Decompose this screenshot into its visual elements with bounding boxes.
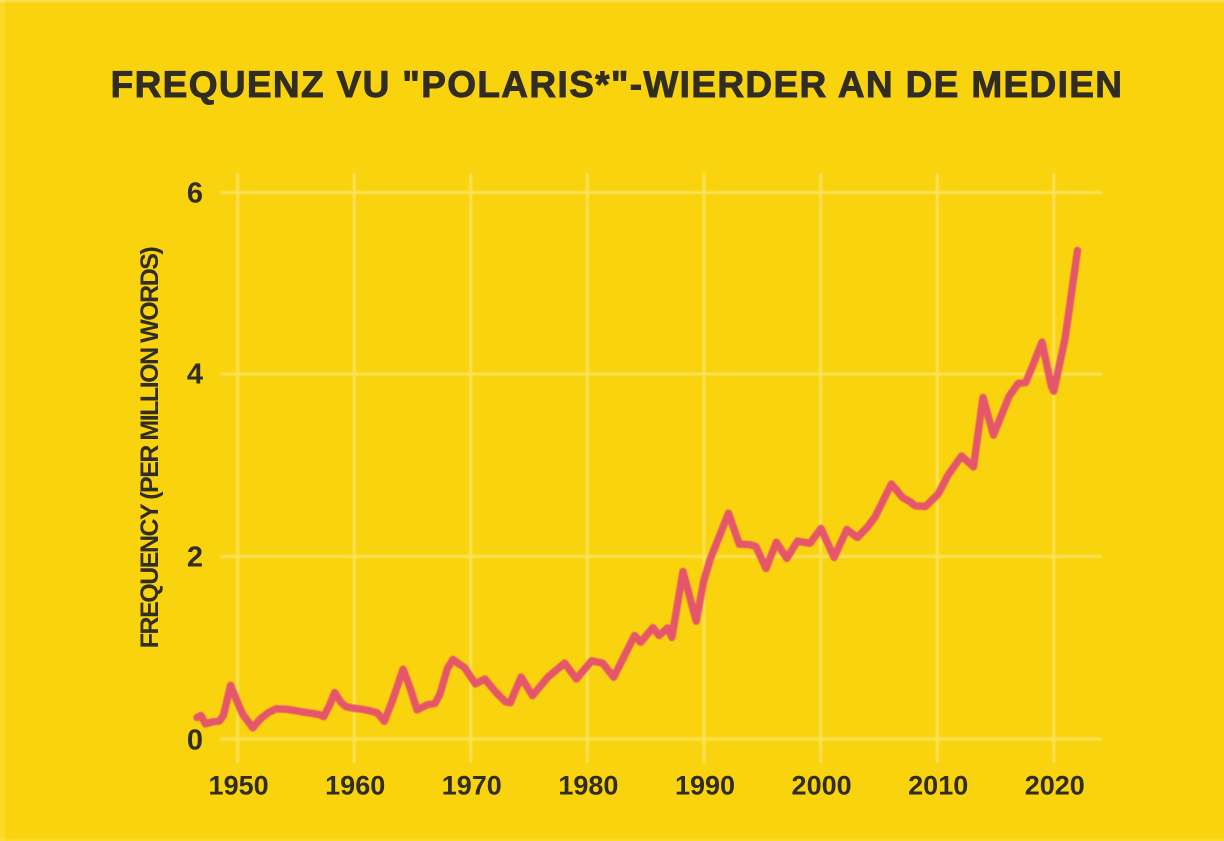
svg-text:1980: 1980 [558, 771, 618, 801]
svg-text:1950: 1950 [209, 771, 269, 801]
svg-text:2000: 2000 [792, 771, 852, 801]
svg-text:6: 6 [187, 178, 203, 210]
svg-text:0: 0 [187, 725, 203, 757]
svg-text:1990: 1990 [675, 771, 735, 801]
svg-text:4: 4 [187, 359, 203, 391]
svg-text:2010: 2010 [908, 771, 968, 801]
svg-text:2020: 2020 [1025, 771, 1085, 801]
svg-text:2: 2 [187, 542, 203, 574]
svg-text:FREQUENZ VU "POLARIS*"-WIERDER: FREQUENZ VU "POLARIS*"-WIERDER AN DE MED… [111, 64, 1124, 105]
svg-text:FREQUENCY (PER MILLION WORDS): FREQUENCY (PER MILLION WORDS) [136, 247, 164, 649]
svg-text:1970: 1970 [442, 771, 502, 801]
svg-text:1960: 1960 [325, 771, 385, 801]
